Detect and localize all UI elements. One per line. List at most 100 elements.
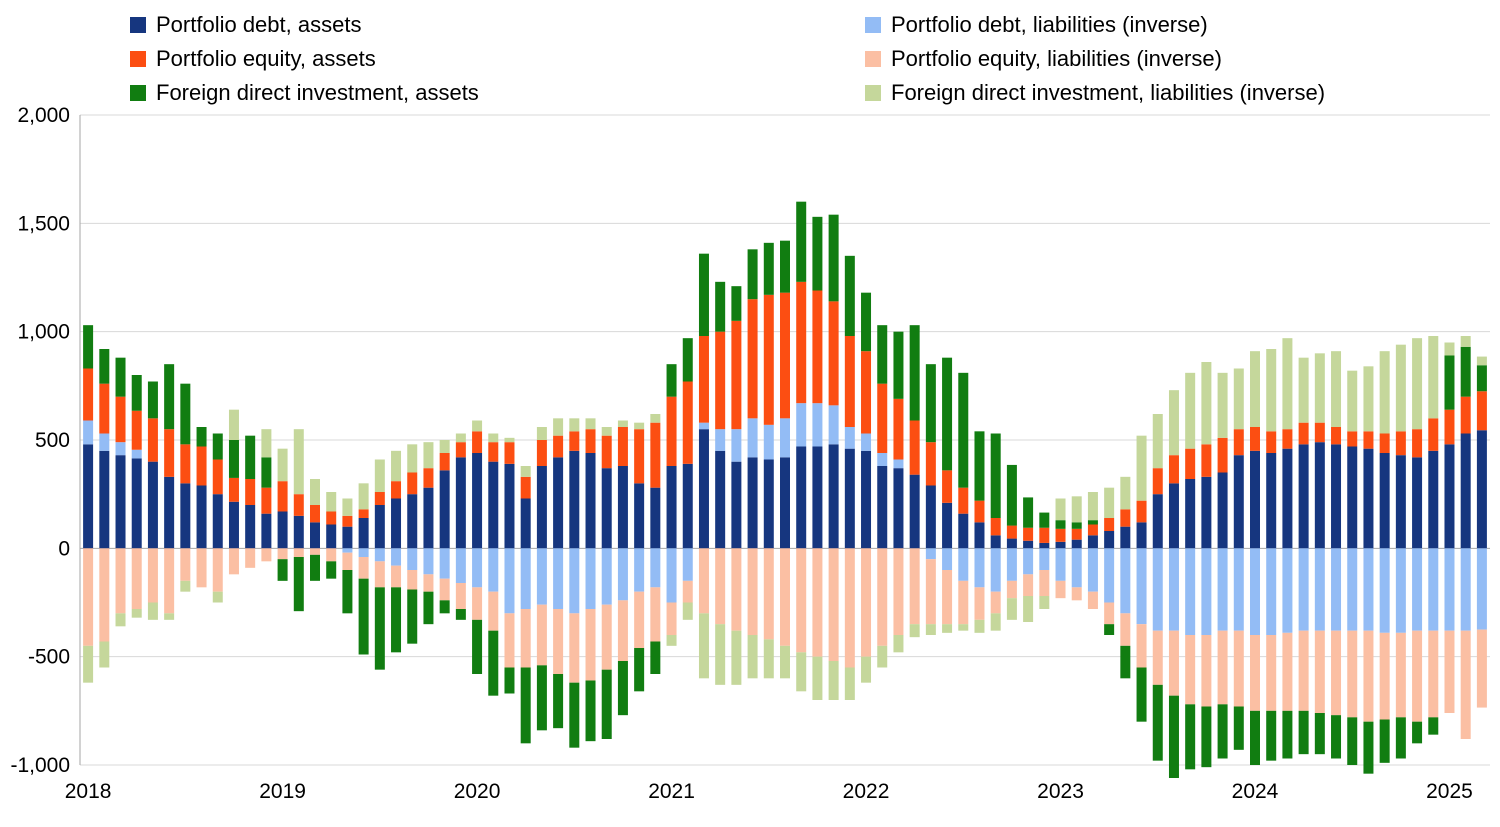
bar-segment-fdi_assets [536, 665, 547, 731]
bar-segment-portfolio_equity_assets [196, 446, 207, 486]
bar-segment-portfolio_equity_liabilities_inverse [974, 587, 985, 620]
legend-label: Portfolio debt, liabilities (inverse) [891, 12, 1208, 37]
bar-segment-portfolio_equity_assets [439, 453, 450, 471]
bar-segment-portfolio_equity_liabilities_inverse [131, 548, 142, 609]
bar-segment-portfolio_debt_liabilities_inverse [1395, 548, 1406, 633]
bar-segment-fdi_assets [1152, 684, 1163, 761]
bar-segment-fdi_assets [698, 253, 709, 336]
bar-segment-portfolio_equity_liabilities_inverse [1104, 602, 1115, 625]
bar-segment-portfolio_debt_liabilities_inverse [1104, 548, 1115, 603]
bar-segment-portfolio_debt_assets [715, 450, 726, 549]
bar-segment-portfolio_equity_liabilities_inverse [1331, 630, 1342, 716]
legend-swatch-portfolio_debt_liabilities_inverse [865, 17, 881, 33]
bar-segment-fdi_assets [1136, 667, 1147, 722]
bar-segment-fdi_assets [391, 587, 402, 653]
bar-segment-portfolio_equity_liabilities_inverse [1217, 630, 1228, 705]
bar-segment-portfolio_debt_liabilities_inverse [536, 548, 547, 605]
bar-segment-portfolio_debt_liabilities_inverse [1168, 548, 1179, 631]
bar-segment-portfolio_equity_assets [1331, 427, 1342, 445]
bar-segment-portfolio_debt_assets [958, 513, 969, 549]
bar-segment-portfolio_debt_liabilities_inverse [990, 548, 1001, 592]
bar-segment-portfolio_debt_assets [1363, 448, 1374, 549]
bar-segment-fdi_liabilities_inverse [180, 580, 191, 592]
bar-segment-portfolio_debt_assets [1379, 453, 1390, 549]
bar-segment-portfolio_equity_assets [925, 442, 936, 486]
bar-segment-portfolio_debt_liabilities_inverse [1298, 548, 1309, 631]
bar-segment-portfolio_debt_assets [601, 468, 612, 549]
bar-segment-portfolio_debt_assets [342, 526, 353, 549]
bar-segment-fdi_assets [245, 435, 256, 479]
bar-segment-portfolio_debt_assets [780, 457, 790, 549]
bar-segment-portfolio_debt_liabilities_inverse [1444, 548, 1455, 631]
bar-segment-portfolio_debt_assets [147, 461, 158, 549]
bar-segment-portfolio_debt_liabilities_inverse [504, 548, 515, 614]
bar-segment-fdi_assets [990, 433, 1001, 518]
bar-segment-portfolio_equity_assets [909, 420, 920, 475]
legend-item-fdi_assets: Foreign direct investment, assets [130, 76, 479, 110]
bar-segment-fdi_liabilities_inverse [861, 656, 872, 683]
bar-segment-portfolio_debt_assets [990, 535, 1001, 549]
bar-segment-portfolio_debt_liabilities_inverse [1120, 548, 1131, 614]
bar-segment-portfolio_debt_liabilities_inverse [439, 548, 450, 579]
bar-segment-portfolio_debt_assets [1460, 433, 1471, 549]
bar-segment-fdi_assets [1104, 624, 1115, 635]
bar-segment-portfolio_equity_assets [1233, 429, 1244, 456]
bar-segment-fdi_assets [569, 682, 580, 748]
bar-segment-portfolio_debt_liabilities_inverse [844, 427, 855, 449]
bar-segment-fdi_assets [553, 674, 564, 729]
bar-segment-portfolio_debt_assets [925, 485, 936, 549]
bar-segment-portfolio_debt_assets [228, 501, 239, 549]
bar-segment-portfolio_equity_assets [569, 431, 580, 451]
bar-segment-portfolio_equity_assets [1104, 518, 1115, 531]
legend-item-portfolio_equity_liabilities_inverse: Portfolio equity, liabilities (inverse) [865, 42, 1325, 76]
bar-segment-portfolio_equity_assets [342, 515, 353, 527]
bar-segment-portfolio_equity_assets [553, 435, 564, 458]
bar-segment-portfolio_equity_liabilities_inverse [925, 559, 936, 625]
bar-segment-fdi_liabilities_inverse [99, 641, 110, 668]
bar-segment-portfolio_equity_assets [326, 511, 337, 525]
bar-segment-fdi_assets [277, 559, 288, 581]
bar-segment-portfolio_equity_assets [666, 396, 677, 466]
bar-segment-portfolio_debt_assets [536, 466, 547, 549]
bar-segment-portfolio_debt_assets [196, 485, 207, 549]
bar-segment-portfolio_equity_liabilities_inverse [909, 548, 920, 625]
bar-segment-fdi_liabilities_inverse [958, 624, 969, 631]
bar-segment-portfolio_equity_liabilities_inverse [634, 591, 645, 648]
legend-item-fdi_liabilities_inverse: Foreign direct investment, liabilities (… [865, 76, 1325, 110]
bar-segment-portfolio_debt_liabilities_inverse [812, 403, 823, 447]
bar-segment-portfolio_equity_assets [698, 336, 709, 423]
bar-segment-portfolio_debt_assets [569, 450, 580, 549]
bar-segment-portfolio_debt_liabilities_inverse [423, 548, 434, 575]
bar-segment-portfolio_equity_assets [1363, 431, 1374, 449]
bar-segment-fdi_assets [180, 383, 191, 445]
bar-segment-fdi_assets [1428, 717, 1439, 735]
bar-segment-portfolio_equity_assets [1460, 396, 1471, 434]
bar-segment-fdi_assets [423, 591, 434, 625]
bar-segment-fdi_assets [666, 364, 677, 397]
bar-segment-portfolio_equity_liabilities_inverse [1444, 630, 1455, 713]
bar-segment-fdi_assets [1266, 710, 1277, 761]
y-axis-label: -500 [28, 646, 70, 669]
bar-segment-portfolio_equity_assets [472, 431, 483, 453]
bar-segment-fdi_liabilities_inverse [553, 418, 564, 436]
bar-segment-portfolio_equity_liabilities_inverse [812, 548, 823, 657]
bar-segment-fdi_liabilities_inverse [147, 602, 158, 620]
bar-segment-fdi_liabilities_inverse [261, 429, 272, 458]
legend-label: Foreign direct investment, liabilities (… [891, 80, 1326, 105]
bar-segment-portfolio_equity_assets [245, 479, 256, 505]
bar-segment-portfolio_debt_liabilities_inverse [1282, 548, 1293, 633]
bar-segment-portfolio_debt_assets [666, 466, 677, 549]
bar-segment-fdi_assets [407, 589, 418, 644]
bar-segment-portfolio_equity_liabilities_inverse [228, 548, 239, 575]
bar-segment-portfolio_equity_assets [1282, 429, 1293, 449]
bar-segment-portfolio_debt_liabilities_inverse [1379, 548, 1390, 633]
bar-segment-portfolio_debt_assets [164, 476, 175, 549]
bar-segment-portfolio_debt_assets [277, 511, 288, 549]
bar-segment-portfolio_equity_liabilities_inverse [731, 548, 742, 631]
bar-segment-portfolio_debt_assets [650, 487, 661, 549]
bar-segment-portfolio_debt_liabilities_inverse [455, 548, 466, 583]
bar-segment-fdi_assets [164, 364, 175, 430]
legend-label: Foreign direct investment, assets [156, 80, 479, 105]
bar-segment-portfolio_equity_assets [1395, 431, 1406, 456]
bar-segment-portfolio_debt_assets [1217, 472, 1228, 549]
